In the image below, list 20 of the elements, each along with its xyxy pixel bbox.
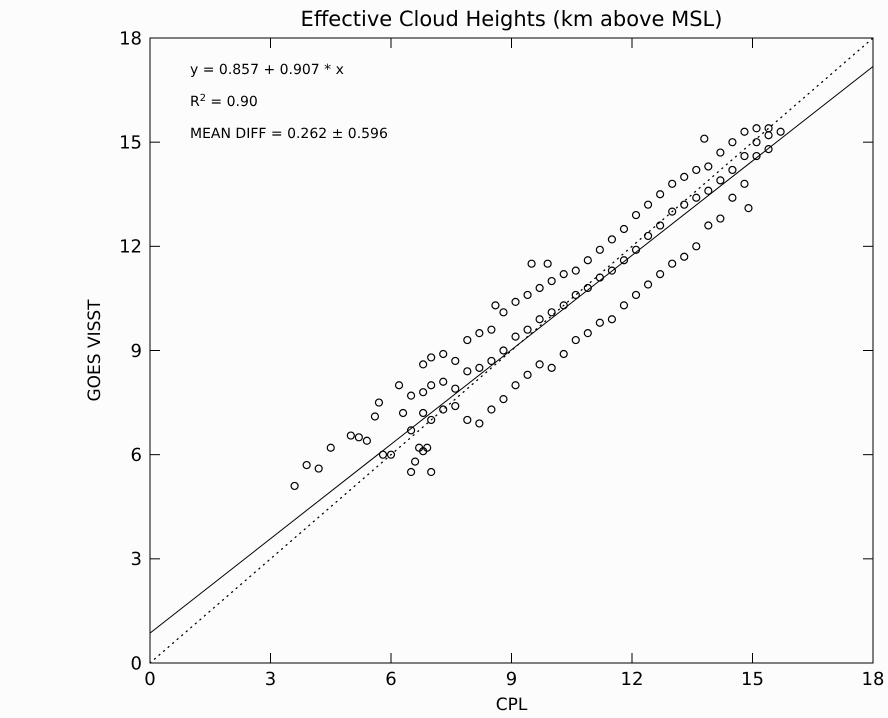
x-tick-label: 6: [385, 669, 397, 690]
annotation: MEAN DIFF = 0.262 ± 0.596: [190, 126, 388, 142]
y-tick-label: 12: [119, 236, 142, 258]
x-tick-label: 12: [620, 669, 644, 690]
x-tick-label: 9: [506, 669, 518, 690]
y-tick-label: 3: [130, 549, 142, 570]
x-tick-label: 15: [741, 669, 764, 690]
y-tick-label: 15: [119, 132, 142, 154]
annotation: y = 0.857 + 0.907 * x: [190, 62, 344, 78]
annotation: R$^{2}$ = 0.90: [190, 92, 258, 110]
y-tick-label: 0: [130, 653, 142, 674]
y-tick-label: 18: [119, 28, 142, 50]
x-axis-title: CPL: [496, 695, 528, 715]
x-tick-label: 3: [264, 669, 276, 690]
x-tick-label: 0: [144, 669, 156, 690]
x-tick-label: 18: [862, 669, 884, 690]
chart-title: Effective Cloud Heights (km above MSL): [300, 7, 722, 31]
y-tick-label: 6: [130, 444, 142, 466]
y-axis-title: GOES VISST: [85, 298, 105, 402]
y-tick-label: 9: [130, 340, 142, 362]
